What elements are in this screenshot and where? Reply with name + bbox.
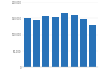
- Bar: [71, 15, 78, 67]
- Bar: [52, 17, 59, 67]
- Bar: [89, 25, 96, 67]
- Bar: [24, 18, 31, 67]
- Bar: [61, 13, 68, 67]
- Bar: [80, 19, 87, 67]
- Bar: [33, 20, 40, 67]
- Bar: [42, 16, 49, 67]
